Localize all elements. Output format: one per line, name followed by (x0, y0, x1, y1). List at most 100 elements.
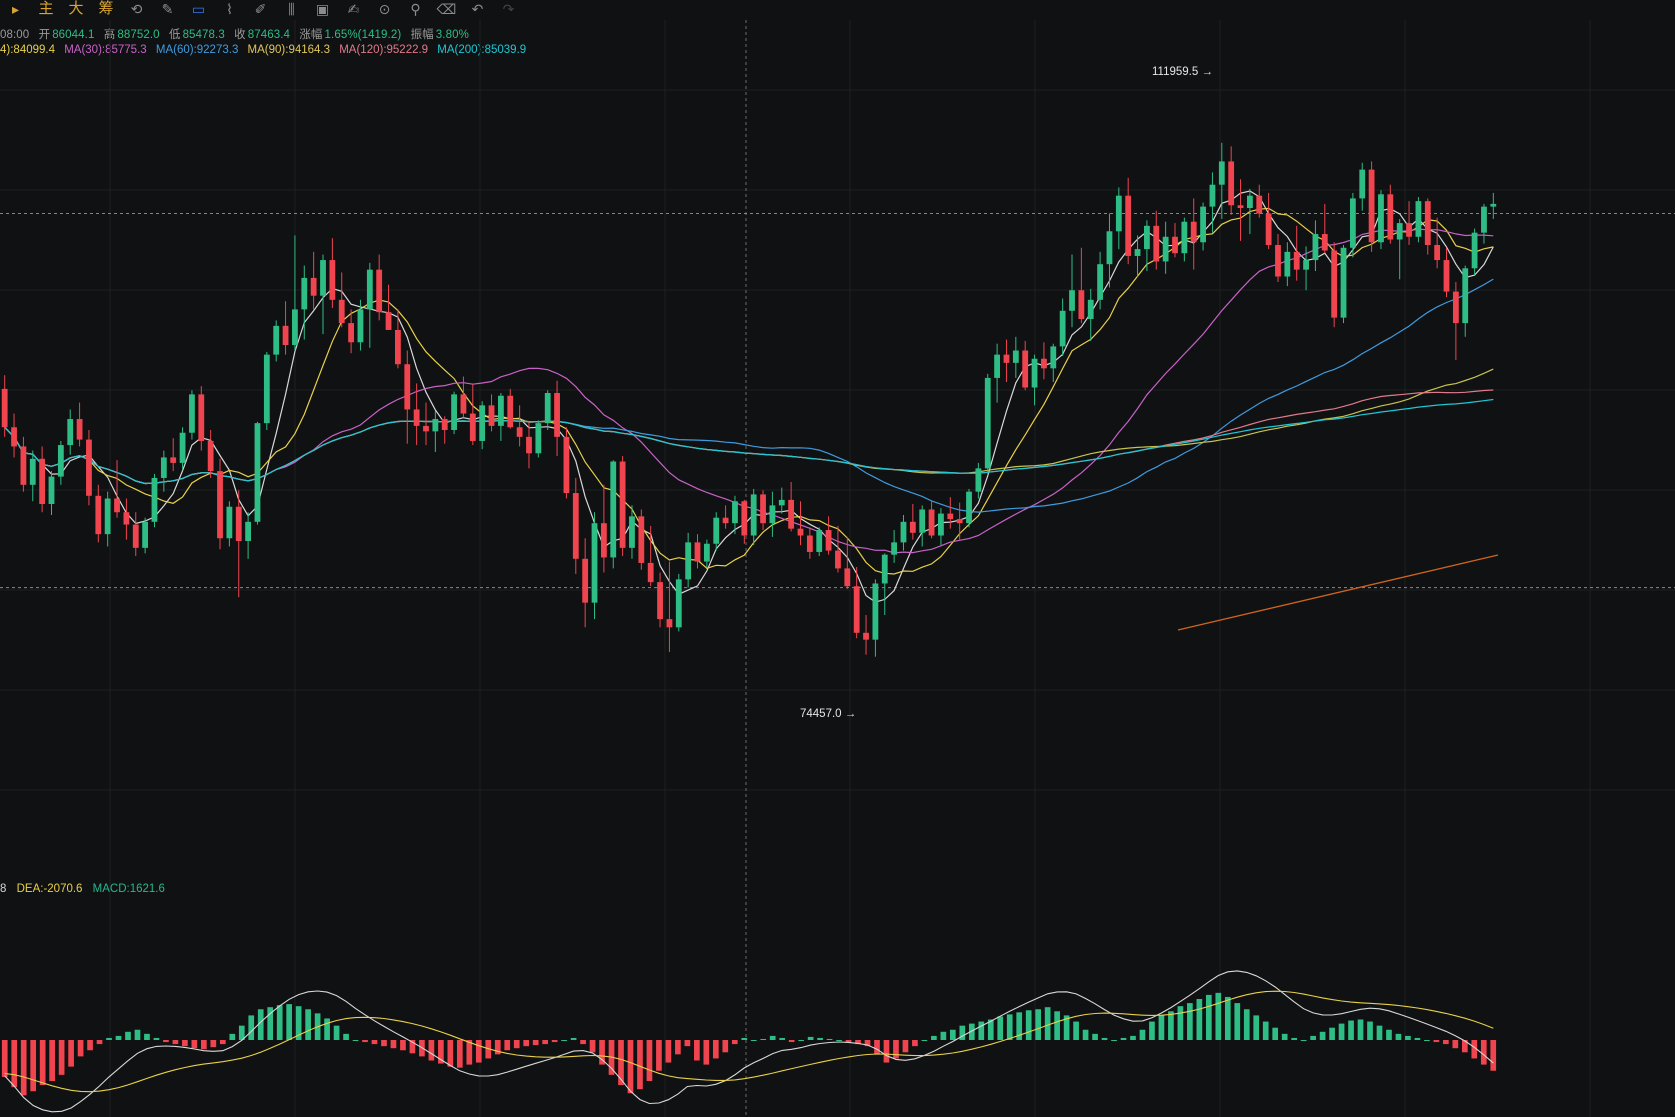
candle-body (1471, 232, 1478, 269)
candle-body (1134, 249, 1141, 256)
macd-bar (1386, 1029, 1392, 1040)
candle (507, 388, 514, 429)
candle-body (853, 586, 860, 633)
candle-body (872, 583, 879, 640)
candle (273, 320, 280, 362)
candle-body (1003, 354, 1010, 363)
candle (1125, 177, 1132, 265)
candle-body (348, 323, 354, 343)
candle (1106, 213, 1113, 288)
toolbar-big[interactable]: 大 (68, 0, 84, 17)
macd-bar (542, 1040, 549, 1045)
calendar-icon[interactable]: ▣ (315, 1, 330, 17)
macd-bar (1262, 1021, 1269, 1040)
select-icon[interactable]: ▭ (191, 1, 206, 17)
candle-body (413, 409, 420, 426)
candle-body (217, 471, 223, 539)
macd-bar (1357, 1019, 1364, 1040)
toolbar-main[interactable]: 主 (38, 0, 54, 17)
candle (432, 410, 439, 452)
candle (694, 534, 701, 569)
note-icon[interactable]: ✍ (347, 1, 360, 17)
candle (1321, 203, 1328, 254)
macd-bar (11, 1040, 18, 1088)
candle (657, 572, 663, 628)
candle (760, 490, 766, 531)
candle-body (1041, 358, 1047, 369)
macd-bar (1139, 1029, 1146, 1040)
candle-body (198, 394, 205, 441)
candle-body (1125, 195, 1132, 256)
candle-body (554, 393, 560, 437)
candle (582, 538, 589, 628)
macd-bar (1376, 1025, 1383, 1040)
ma-legend-ma90: MA(90):94164.3 (247, 44, 331, 56)
candle-body (76, 419, 83, 440)
cursor-icon[interactable]: ✎ (161, 1, 174, 17)
candle-body (1237, 205, 1244, 208)
macd-bar (997, 1016, 1004, 1040)
candle (263, 351, 270, 430)
candle-body (619, 461, 626, 548)
candle-body (769, 505, 776, 524)
candle-body (881, 554, 888, 584)
candle-body (39, 458, 46, 504)
macd-bar (1414, 1037, 1421, 1040)
candle-body (114, 498, 120, 513)
filter-icon[interactable]: ⚲ (410, 1, 421, 17)
candle (151, 473, 158, 528)
macd-bar (1253, 1015, 1260, 1040)
macd-bar (333, 1025, 340, 1040)
ohlc-amplitude-label: 振幅 (410, 29, 434, 41)
draw-tool-icon[interactable]: ⟲ (130, 1, 143, 17)
macd-bar (115, 1035, 122, 1040)
candle (732, 495, 738, 535)
candle-body (891, 542, 898, 555)
candle (1303, 246, 1309, 291)
trash-icon[interactable]: ⌫ (436, 1, 457, 17)
macd-bar (182, 1040, 188, 1047)
candle (11, 413, 17, 458)
macd-bar (134, 1029, 141, 1040)
macd-bar (362, 1040, 368, 1043)
macd-bar (1149, 1021, 1155, 1040)
ohlc-low: 85478.3 (182, 29, 225, 41)
macd-bar (1092, 1033, 1098, 1040)
candle (338, 272, 345, 328)
candle (1265, 192, 1272, 250)
macd-bar (1054, 1011, 1060, 1040)
toolbar-chips[interactable]: 筹 (98, 0, 114, 17)
candle-body (1340, 247, 1347, 318)
bar-pattern-icon[interactable]: ⫼ (288, 1, 295, 17)
candle-body (254, 423, 261, 522)
macd-bar (371, 1040, 378, 1045)
candle-body (741, 501, 748, 536)
ruler-icon[interactable]: ⌇ (226, 1, 233, 17)
candle (1087, 288, 1094, 341)
candle-body (1293, 251, 1300, 270)
pen-icon[interactable]: ✐ (254, 1, 267, 17)
macd-bar (1177, 1006, 1184, 1040)
macd-bar (532, 1040, 539, 1046)
macd-bar (817, 1037, 823, 1040)
candle-body (1069, 290, 1075, 311)
undo-icon[interactable]: ↶ (471, 1, 484, 17)
indicator-icon[interactable]: ▸ (11, 1, 20, 17)
candle (750, 488, 757, 546)
candle-body (1144, 225, 1150, 250)
candle-body (123, 512, 130, 525)
macd-bar (58, 1040, 65, 1075)
magnet-icon[interactable]: ⊙ (378, 1, 391, 17)
candle-body (48, 476, 55, 504)
redo-icon[interactable]: ↷ (502, 1, 515, 17)
candle (123, 498, 130, 540)
candle-body (1022, 350, 1029, 388)
price-markers: 111959.5 → 74457.0 → (800, 66, 1213, 720)
candle (39, 446, 46, 513)
candle-body (357, 309, 364, 343)
macd-bar (1205, 994, 1212, 1040)
candle (1293, 225, 1300, 281)
candle (778, 487, 785, 514)
candle-body (95, 495, 102, 535)
